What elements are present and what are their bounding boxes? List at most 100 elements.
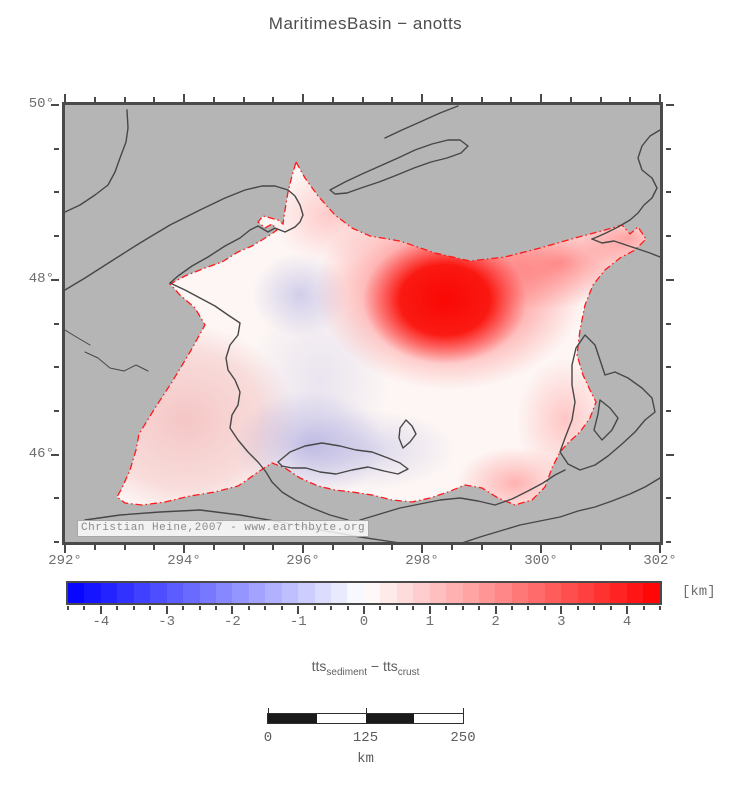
x-axis-label: 298° [405, 553, 439, 569]
colorbar-segment [232, 583, 249, 603]
map: Christian Heine,2007 - www.earthbyte.org [62, 102, 663, 545]
scale-bar-segment [414, 714, 463, 723]
river-new-brunswick [84, 351, 149, 372]
colorbar-segment [331, 583, 348, 603]
x-tick [391, 97, 393, 102]
colorbar-tick [527, 606, 529, 610]
x-tick [540, 94, 542, 102]
x-tick [570, 97, 572, 102]
colorbar-segment [446, 583, 463, 603]
colorbar-tick [264, 606, 266, 610]
y-tick [51, 279, 59, 281]
x-tick [570, 545, 572, 550]
colorbar-segment [396, 583, 414, 603]
x-axis-label: 294° [167, 553, 201, 569]
x-tick [272, 97, 274, 102]
colorbar-segment [495, 583, 512, 603]
x-tick [629, 545, 631, 550]
x-tick [94, 97, 96, 102]
colorbar-tick [248, 606, 250, 610]
coastline-magdalen-islands [398, 419, 417, 449]
colorbar-segment [248, 583, 266, 603]
colorbar-tick [314, 606, 316, 610]
scale-bar-tick [463, 708, 464, 713]
x-tick [659, 545, 661, 553]
colorbar-segment [363, 583, 381, 603]
x-tick [153, 545, 155, 550]
colorbar-tick [396, 606, 398, 610]
coastline-prince-edward-island [277, 442, 409, 475]
colorbar-tick [199, 606, 201, 610]
x-tick [421, 94, 423, 102]
colorbar-segment [462, 583, 479, 603]
colorbar-tick-label: -3 [158, 614, 176, 630]
colorbar-tick [330, 606, 332, 610]
x-tick [629, 97, 631, 102]
colorbar-tick [182, 606, 184, 610]
x-tick [332, 545, 334, 550]
colorbar-tick [626, 606, 628, 614]
y-tick [51, 454, 59, 456]
x-tick [481, 97, 483, 102]
colorbar-tick [577, 606, 579, 610]
colorbar-tick [429, 606, 431, 614]
x-tick [362, 97, 364, 102]
coastline-bras-dor-lake [593, 399, 619, 441]
x-tick [332, 97, 334, 102]
colorbar-tick [363, 606, 365, 614]
colorbar-tick [231, 606, 233, 614]
colorbar-tick-label: 3 [557, 614, 566, 630]
x-tick [481, 545, 483, 550]
colorbar-tick [116, 606, 118, 610]
colorbar-segment [594, 583, 611, 603]
x-tick [600, 97, 602, 102]
x-tick [243, 545, 245, 550]
x-tick [243, 97, 245, 102]
coastline-quebec-north-shore [65, 109, 129, 213]
colorbar-tick-label: 1 [425, 614, 434, 630]
coastline-newfoundland-west [591, 129, 660, 240]
colorbar-tick [643, 606, 645, 610]
x-axis-label: 302° [643, 553, 677, 569]
colorbar-title-term2-sub: crust [397, 666, 420, 678]
x-tick [451, 545, 453, 550]
colorbar-segment [281, 583, 299, 603]
colorbar-segment [166, 583, 184, 603]
y-axis-label: 50° [28, 96, 54, 112]
colorbar-tick [297, 606, 299, 614]
coastline-northumberland-shore [359, 469, 566, 521]
colorbar-segment [84, 583, 101, 603]
colorbar-segment [528, 583, 545, 603]
y-tick [54, 366, 59, 368]
colorbar-segment [577, 583, 594, 603]
colorbar-unit-label: [km] [682, 584, 716, 600]
colorbar-segment [133, 583, 151, 603]
colorbar-segment [610, 583, 627, 603]
colorbar-segment [265, 583, 282, 603]
y-tick [54, 497, 59, 499]
south-lobe-pink [457, 447, 573, 505]
x-tick [391, 545, 393, 550]
colorbar-segment [544, 583, 562, 603]
x-tick [510, 97, 512, 102]
colorbar-segment [117, 583, 134, 603]
x-tick [183, 545, 185, 553]
colorbar-segment [150, 583, 167, 603]
x-tick [64, 545, 66, 553]
x-tick [64, 94, 66, 102]
x-tick [362, 545, 364, 550]
y-tick [666, 104, 674, 106]
y-tick [666, 235, 671, 237]
colorbar-tick-label: -1 [289, 614, 307, 630]
y-tick [54, 235, 59, 237]
copyright-watermark: Christian Heine,2007 - www.earthbyte.org [77, 520, 370, 537]
colorbar-tick [511, 606, 513, 610]
colorbar-tick [593, 606, 595, 610]
colorbar-tick [379, 606, 381, 610]
coastline-anticosti-island [329, 139, 469, 195]
x-tick [153, 97, 155, 102]
colorbar-segment [380, 583, 397, 603]
colorbar-segment [100, 583, 118, 603]
colorbar-segment [561, 583, 578, 603]
